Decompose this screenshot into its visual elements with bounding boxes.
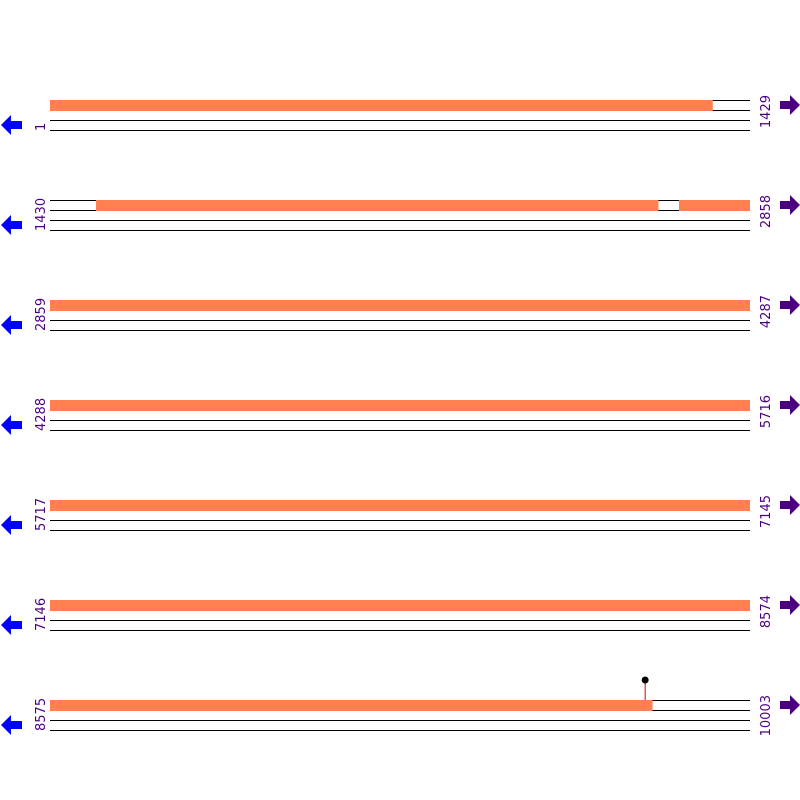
feature-bar[interactable] — [50, 500, 750, 511]
arrow-right-icon[interactable] — [780, 395, 800, 415]
marker-pin[interactable] — [641, 676, 649, 684]
arrow-right-icon[interactable] — [780, 695, 800, 715]
row-start-label: 2859 — [34, 298, 49, 331]
arrow-left-icon[interactable] — [1, 615, 22, 635]
row-start-label: 1 — [34, 123, 49, 131]
arrow-left-icon[interactable] — [1, 115, 22, 135]
arrow-right-icon[interactable] — [780, 195, 800, 215]
sequence-row: 2859 4287 — [1, 295, 800, 335]
row-start-label: 8575 — [34, 698, 49, 731]
row-end-label: 4287 — [759, 295, 774, 328]
row-end-label: 10003 — [759, 695, 774, 736]
sequence-row: 7146 8574 — [1, 595, 800, 635]
row-end-label: 7145 — [759, 495, 774, 528]
row-start-label: 4288 — [34, 398, 49, 431]
feature-bar[interactable] — [678, 200, 750, 211]
row-end-label: 8574 — [759, 595, 774, 628]
row-end-label: 5716 — [759, 395, 774, 428]
row-start-label: 1430 — [34, 198, 49, 231]
feature-bar[interactable] — [50, 700, 653, 711]
row-end-label: 2858 — [759, 195, 774, 228]
row-start-label: 5717 — [34, 498, 49, 531]
sequence-row: 1 1429 — [1, 95, 800, 135]
feature-bar[interactable] — [50, 400, 750, 411]
arrow-left-icon[interactable] — [1, 315, 22, 335]
arrow-left-icon[interactable] — [1, 715, 22, 735]
feature-bar[interactable] — [96, 200, 659, 211]
arrow-left-icon[interactable] — [1, 515, 22, 535]
row-end-label: 1429 — [759, 95, 774, 128]
feature-bar[interactable] — [50, 300, 750, 311]
sequence-row: 4288 5716 — [1, 395, 800, 435]
arrow-left-icon[interactable] — [1, 415, 22, 435]
arrow-right-icon[interactable] — [780, 495, 800, 515]
sequence-row: 1430 2858 — [1, 195, 800, 235]
feature-bar[interactable] — [50, 600, 750, 611]
row-start-label: 7146 — [34, 598, 49, 631]
arrow-right-icon[interactable] — [780, 95, 800, 115]
arrow-right-icon[interactable] — [780, 295, 800, 315]
arrow-left-icon[interactable] — [1, 215, 22, 235]
feature-bar[interactable] — [50, 100, 713, 111]
arrow-right-icon[interactable] — [780, 595, 800, 615]
sequence-row: 8575 10003 — [1, 676, 800, 736]
sequence-row: 5717 7145 — [1, 495, 800, 535]
